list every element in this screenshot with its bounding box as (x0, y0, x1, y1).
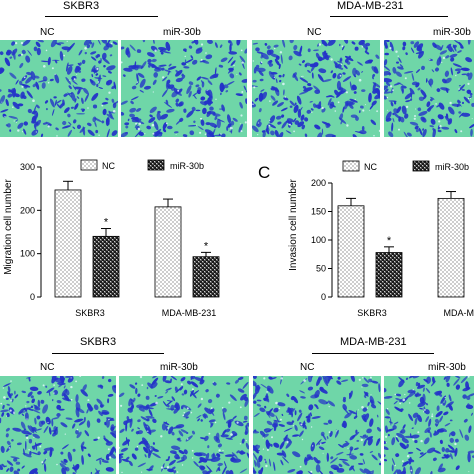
micrograph-bottom-skbr3-nc (0, 376, 116, 474)
bottom-condition-label-mda-mir30b: miR-30b (428, 362, 466, 373)
migration-y-tick-label: 100 (20, 249, 35, 259)
invasion-legend-swatch-mir30b (412, 160, 430, 172)
invasion-chart: C Invasion cell number 0 50 100 150 200 * NC… (258, 160, 474, 318)
invasion-bar-0-0 (337, 205, 365, 298)
top-condition-label-mda-mir30b: miR-30b (433, 27, 471, 38)
bottom-condition-label-skbr3-nc: NC (40, 362, 55, 373)
migration-category-label-mda: MDA-MB-231 (162, 308, 217, 318)
invasion-category-label-skbr3: SKBR3 (357, 308, 387, 318)
invasion-legend-label-nc: NC (364, 162, 377, 172)
bottom-condition-label-mda-nc: NC (300, 362, 315, 373)
top-group-underline-mda (330, 16, 448, 17)
invasion-y-tick-label: 150 (311, 207, 326, 217)
top-group-label-mda: MDA-MB-231 (337, 0, 404, 12)
migration-y-tick-label: 200 (20, 205, 35, 215)
bottom-group-underline-skbr3 (52, 353, 164, 354)
migration-y-tick-label: 300 (20, 162, 35, 172)
top-condition-label-mda-nc: NC (307, 27, 322, 38)
invasion-panel-letter: C (258, 163, 270, 182)
migration-legend-swatch-mir30b (147, 159, 165, 171)
bottom-group-underline-mda (312, 353, 434, 354)
micrograph-top-mda-nc (252, 40, 380, 137)
migration-bar-1-0 (92, 235, 120, 298)
migration-y-tick-label: 0 (30, 292, 35, 302)
invasion-significance-star: * (387, 235, 392, 247)
migration-category-label-skbr3: SKBR3 (75, 308, 105, 318)
invasion-y-tick-label: 0 (321, 292, 326, 302)
invasion-y-tick-label: 200 (311, 178, 326, 188)
micrograph-top-mda-mir30b (384, 40, 474, 137)
bottom-group-label-mda: MDA-MB-231 (340, 336, 407, 348)
migration-y-axis-label: Migration cell number (3, 179, 14, 275)
invasion-legend-swatch-nc (342, 160, 360, 172)
migration-legend-label-nc: NC (102, 161, 115, 171)
micrograph-bottom-skbr3-mir30b (119, 376, 249, 474)
top-group-label-skbr3: SKBR3 (63, 0, 100, 12)
invasion-legend-label-mir30b: miR-30b (435, 162, 469, 172)
migration-legend-swatch-nc (80, 159, 98, 171)
bottom-condition-label-skbr3-mir30b: miR-30b (160, 362, 198, 373)
micrograph-top-skbr3-nc (0, 40, 118, 137)
migration-bar-0-1 (154, 206, 182, 298)
migration-bar-1-1 (192, 256, 220, 298)
invasion-y-tick-label: 50 (316, 264, 326, 274)
micrograph-bottom-mda-mir30b (384, 376, 474, 474)
migration-legend-label-mir30b: miR-30b (170, 161, 204, 171)
migration-bar-0-0 (54, 189, 82, 298)
invasion-bar-0-1 (437, 197, 465, 298)
micrograph-bottom-mda-nc (253, 376, 381, 474)
invasion-y-tick-label: 100 (311, 235, 326, 245)
invasion-category-label-mda: MDA-MI (444, 308, 474, 318)
invasion-bar-1-0 (375, 252, 403, 298)
migration-significance-star: * (104, 217, 109, 229)
migration-chart: Migration cell number 0 100 200 300 * * NC m… (3, 159, 220, 318)
top-condition-label-skbr3-nc: NC (40, 27, 55, 38)
bottom-group-label-skbr3: SKBR3 (80, 336, 117, 348)
migration-significance-star: * (204, 240, 209, 252)
invasion-y-axis-label: Invasion cell number (288, 178, 299, 270)
top-condition-label-skbr3-mir30b: miR-30b (163, 27, 201, 38)
top-group-underline-skbr3 (45, 16, 158, 17)
micrograph-top-skbr3-mir30b (121, 40, 247, 137)
